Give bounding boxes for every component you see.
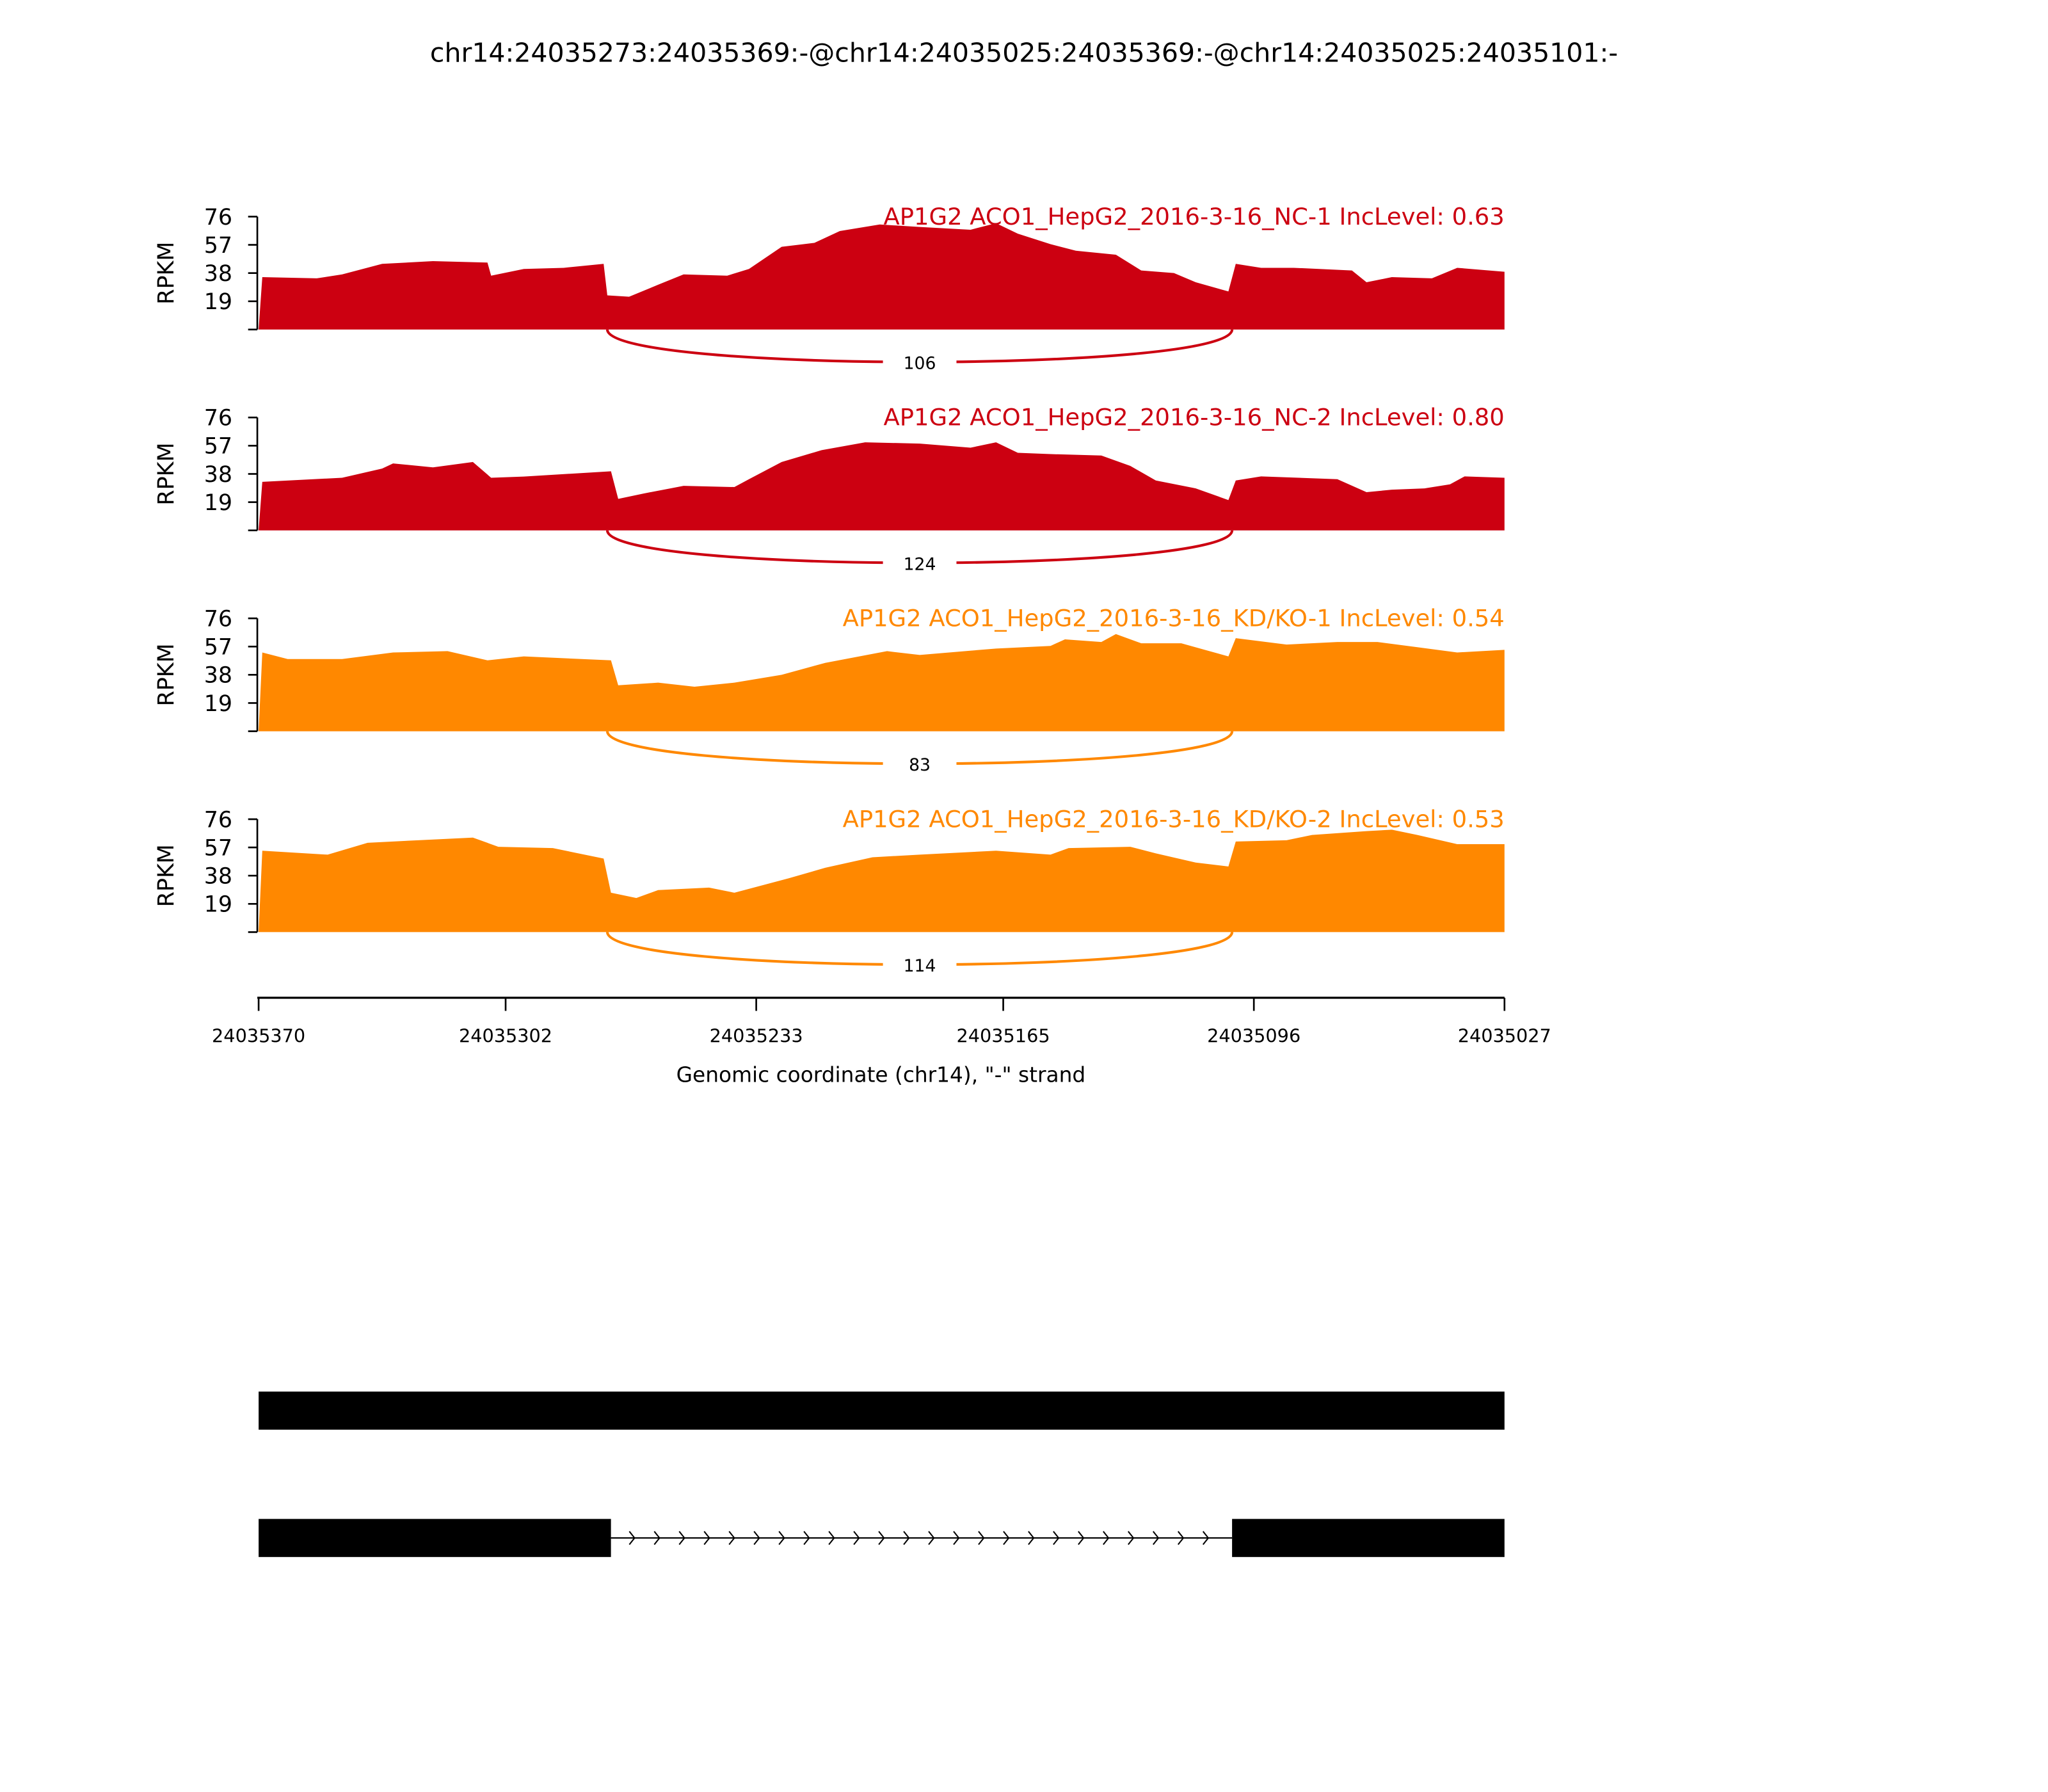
transcript [259,1519,1505,1557]
junction-label-bg [883,953,957,977]
y-tick-label: 76 [204,406,232,431]
junction-label-bg [883,350,957,374]
sample-label: AP1G2 ACO1_HepG2_2016-3-16_NC-1 IncLevel… [884,203,1505,230]
x-tick-label: 24035233 [710,1025,803,1047]
strand-arrow-icon [878,1531,885,1545]
x-axis: 24035370 24035302 24035233 24035165 24035096… [212,996,1551,1047]
y-axis-label: RPKM [154,643,179,706]
x-axis-label: Genomic coordinate (chr14), "-" strand [676,1062,1086,1087]
strand-arrow-icon [1177,1531,1185,1545]
coverage-area [259,442,1505,531]
y-tick-label: 19 [204,289,232,315]
transcript [259,1391,1505,1430]
y-tick-label: 57 [204,233,232,259]
strand-arrow-icon [1028,1531,1035,1545]
strand-arrow-icon [653,1531,660,1545]
junction-count: 83 [909,755,931,775]
x-tick-label: 24035096 [1207,1025,1300,1047]
x-tick-label: 24035370 [212,1025,305,1047]
strand-arrow-icon [778,1531,785,1545]
y-tick-label: 38 [204,663,232,689]
junction-count: 114 [904,956,936,976]
coverage-area [259,223,1505,330]
x-tick-label: 24035165 [957,1025,1050,1047]
y-tick-label: 38 [204,462,232,488]
gene-model [259,1391,1505,1557]
y-tick-label: 19 [204,490,232,516]
strand-arrow-icon [628,1531,636,1545]
strand-arrow-icon [828,1531,835,1545]
exon-block [1232,1519,1505,1557]
strand-arrow-icon [903,1531,910,1545]
junction-count: 106 [904,353,936,373]
strand-arrow-icon [1053,1531,1060,1545]
y-axis-label: RPKM [154,844,179,907]
sample-label: AP1G2 ACO1_HepG2_2016-3-16_KD/KO-1 IncLe… [843,604,1505,632]
strand-arrow-icon [728,1531,735,1545]
strand-arrow-icon [928,1531,935,1545]
exon-block [259,1519,611,1557]
coverage-area [259,634,1505,732]
y-tick-label: 76 [204,205,232,230]
x-tick-label: 24035027 [1458,1025,1551,1047]
strand-arrow-icon [678,1531,685,1545]
strand-arrow-icon [1128,1531,1135,1545]
junction-count: 124 [904,554,936,574]
strand-arrow-icon [1078,1531,1085,1545]
strand-arrow-icon [953,1531,960,1545]
y-tick-label: 19 [204,892,232,918]
strand-arrow-icon [753,1531,760,1545]
y-tick-label: 38 [204,261,232,287]
sample-label: AP1G2 ACO1_HepG2_2016-3-16_NC-2 IncLevel… [884,404,1505,431]
strand-arrow-icon [978,1531,985,1545]
strand-arrow-icon [1152,1531,1160,1545]
y-tick-label: 57 [204,434,232,460]
strand-arrow-icon [1103,1531,1110,1545]
strand-arrow-icon [853,1531,860,1545]
chart-title: chr14:24035273:24035369:-@chr14:24035025… [430,37,1618,68]
junction-label-bg [883,551,957,575]
y-tick-label: 57 [204,835,232,861]
y-tick-label: 57 [204,635,232,660]
sample-label: AP1G2 ACO1_HepG2_2016-3-16_KD/KO-2 IncLe… [843,805,1505,833]
strand-arrow-icon [803,1531,810,1545]
strand-arrow-icon [1202,1531,1210,1545]
exon-block [259,1391,1505,1430]
y-tick-label: 76 [204,606,232,632]
y-axis-label: RPKM [154,442,179,505]
y-tick-label: 38 [204,864,232,890]
coverage-area [259,829,1505,932]
junction-label-bg [883,752,957,776]
y-tick-label: 76 [204,807,232,833]
strand-arrow-icon [703,1531,710,1545]
strand-arrow-icon [1003,1531,1010,1545]
x-tick-label: 24035302 [459,1025,552,1047]
y-tick-label: 19 [204,691,232,717]
y-axis-label: RPKM [154,242,179,305]
